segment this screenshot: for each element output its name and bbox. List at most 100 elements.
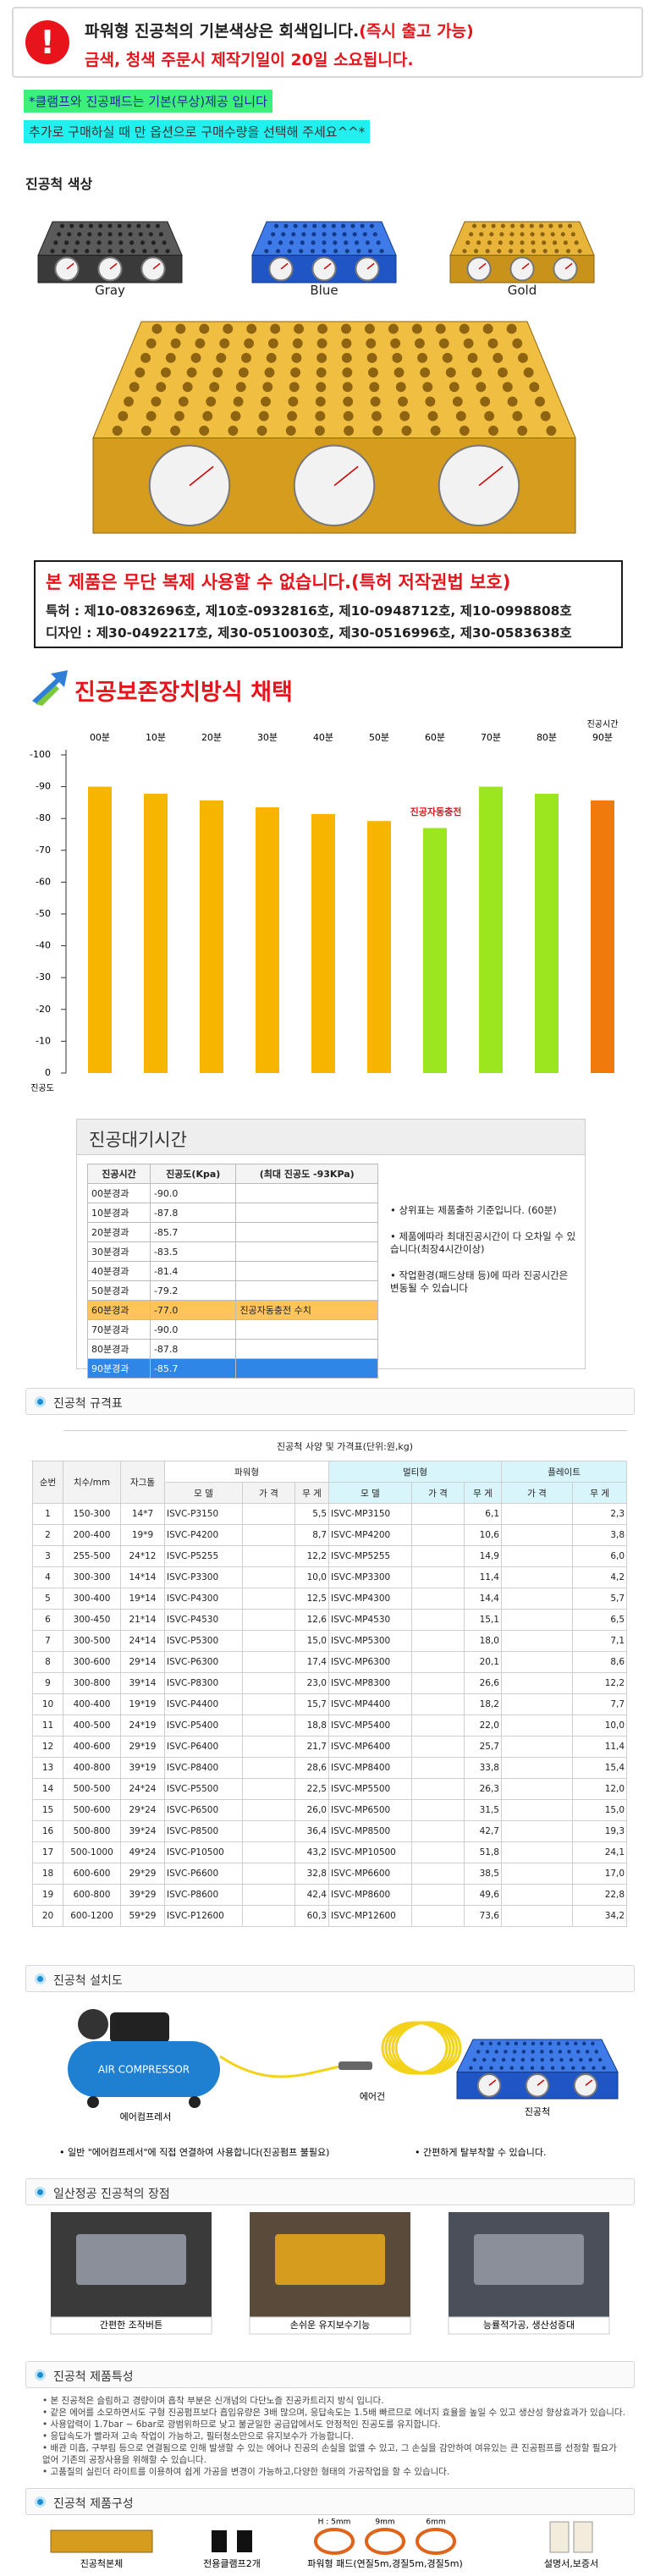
spec-cell xyxy=(242,1672,295,1694)
spec-cell: 4,2 xyxy=(571,1566,628,1588)
chuck-hole xyxy=(77,232,82,237)
chuck-hole xyxy=(539,223,544,228)
chuck-hole xyxy=(560,232,565,237)
table-cell: 진공자동충전 수치 xyxy=(235,1300,378,1320)
spec-cell xyxy=(501,1715,573,1737)
chuck-hole xyxy=(372,232,377,237)
header-row: 진공시간 진공도(Kpa) (최대 진공도 -93KPa) xyxy=(87,1164,378,1184)
column-header: 치수/mm xyxy=(63,1461,121,1504)
bar xyxy=(479,786,503,1073)
chuck-hole xyxy=(522,2041,527,2046)
chuck-hole xyxy=(559,2057,564,2062)
section-header: 진공척 제품특성 xyxy=(25,2361,635,2388)
spec-cell: 24*24 xyxy=(120,1778,165,1800)
spec-cell: ISVC-P8600 xyxy=(164,1884,243,1906)
chuck-hole xyxy=(588,2057,593,2062)
spec-cell xyxy=(242,1715,295,1737)
section-title: 진공척 설치도 xyxy=(53,1974,123,1988)
composition-label: 설명서,보증서 xyxy=(544,2558,598,2569)
chuck-hole xyxy=(365,240,370,245)
spec-cell xyxy=(501,1820,573,1842)
chuck-hole xyxy=(487,338,498,349)
bar xyxy=(200,800,223,1073)
chuck-hole xyxy=(485,249,490,254)
table-cell xyxy=(235,1319,378,1340)
chuck-hole xyxy=(493,353,504,363)
chuck-hole xyxy=(317,323,328,334)
spec-cell xyxy=(501,1778,573,1800)
arrow-icon xyxy=(32,670,68,706)
chuck-hole xyxy=(507,396,518,407)
spec-cell: ISVC-P10500 xyxy=(164,1841,243,1863)
gauge-needle xyxy=(333,465,359,487)
spec-cell: 42,4 xyxy=(294,1884,329,1906)
spec-cell: 6,5 xyxy=(571,1609,628,1631)
spec-cell: 42,7 xyxy=(464,1820,502,1842)
sub-header: 가 격 xyxy=(411,1482,465,1504)
chuck-hole xyxy=(206,396,217,407)
chuck-hole xyxy=(479,2066,483,2070)
vacuum-panel: 진공대기시간 진공시간 진공도(Kpa) (최대 진공도 -93KPa) 00분경과 -… xyxy=(76,1119,586,1379)
chuck-hole xyxy=(118,410,129,421)
spec-cell xyxy=(501,1672,573,1694)
photo-detail xyxy=(275,2234,385,2285)
design-list: 디자인 : 제30-0492217호, 제30-0510030호, 제30-05… xyxy=(46,625,572,641)
spec-cell: 36,4 xyxy=(294,1820,329,1842)
chuck-hole xyxy=(216,353,227,363)
spec-cell xyxy=(411,1630,465,1652)
spec-cell xyxy=(411,1905,465,1927)
photo-detail xyxy=(474,2234,584,2285)
gauge-needle xyxy=(478,465,504,487)
spec-cell: ISVC-P8400 xyxy=(164,1757,243,1779)
chuck-hole xyxy=(341,323,351,334)
spec-cell: 26,6 xyxy=(464,1672,502,1694)
chuck-hole xyxy=(488,425,498,436)
chuck-hole xyxy=(452,396,463,407)
spec-cell xyxy=(242,1757,295,1779)
spec-cell: 15,1 xyxy=(464,1609,502,1631)
chuck-hole xyxy=(548,2041,553,2046)
pad-size: H : 5mm xyxy=(318,2518,351,2527)
chuck-hole xyxy=(422,382,433,393)
spec-cell: 59*29 xyxy=(120,1905,165,1927)
chuck-hole xyxy=(392,353,403,363)
spec-cell: 15 xyxy=(32,1799,63,1821)
spec-cell: 150-300 xyxy=(63,1503,121,1525)
chuck-hole xyxy=(489,2066,493,2070)
spec-cell: ISVC-MP5255 xyxy=(328,1545,412,1567)
chuck-hole xyxy=(316,382,327,393)
chuck-hole xyxy=(299,249,304,254)
spec-cell: 18,0 xyxy=(464,1630,502,1652)
caption-bar xyxy=(50,2316,212,2335)
spec-cell: ISVC-MP4300 xyxy=(328,1588,412,1610)
spec-cell: 43,2 xyxy=(294,1841,329,1863)
chuck-hole xyxy=(151,240,156,245)
chuck-hole xyxy=(491,223,496,228)
chuck-hole xyxy=(467,353,478,363)
chuck-hole xyxy=(552,240,558,245)
spec-cell: 500-600 xyxy=(63,1799,121,1821)
chuck-hole xyxy=(531,2050,535,2054)
chuck-hole xyxy=(570,232,575,237)
chuck-hole xyxy=(504,2050,508,2054)
spec-cell: 19 xyxy=(32,1884,63,1906)
chuck-hole xyxy=(291,353,302,363)
chuck-hole xyxy=(146,223,151,228)
spec-cell: 28,6 xyxy=(294,1757,329,1779)
chuck-hole xyxy=(506,323,517,334)
spec-cell: 18 xyxy=(32,1863,63,1885)
spec-cell: ISVC-MP4200 xyxy=(328,1524,412,1546)
chuck-hole xyxy=(342,382,353,393)
spec-cell: 20,1 xyxy=(464,1651,502,1673)
x-tick-label: 40분 xyxy=(313,732,333,743)
clamp xyxy=(237,2530,252,2552)
chuck-hole xyxy=(540,2066,545,2070)
chuck-hole xyxy=(322,249,327,254)
chuck-hole xyxy=(563,240,568,245)
chuck-hole xyxy=(219,338,230,349)
chuck-hole xyxy=(107,232,113,237)
chuck-hole xyxy=(233,396,244,407)
install-label: 에어건 xyxy=(360,2091,385,2102)
chuck-hole xyxy=(531,240,536,245)
section-title: 진공척 제품구성 xyxy=(53,2497,134,2511)
